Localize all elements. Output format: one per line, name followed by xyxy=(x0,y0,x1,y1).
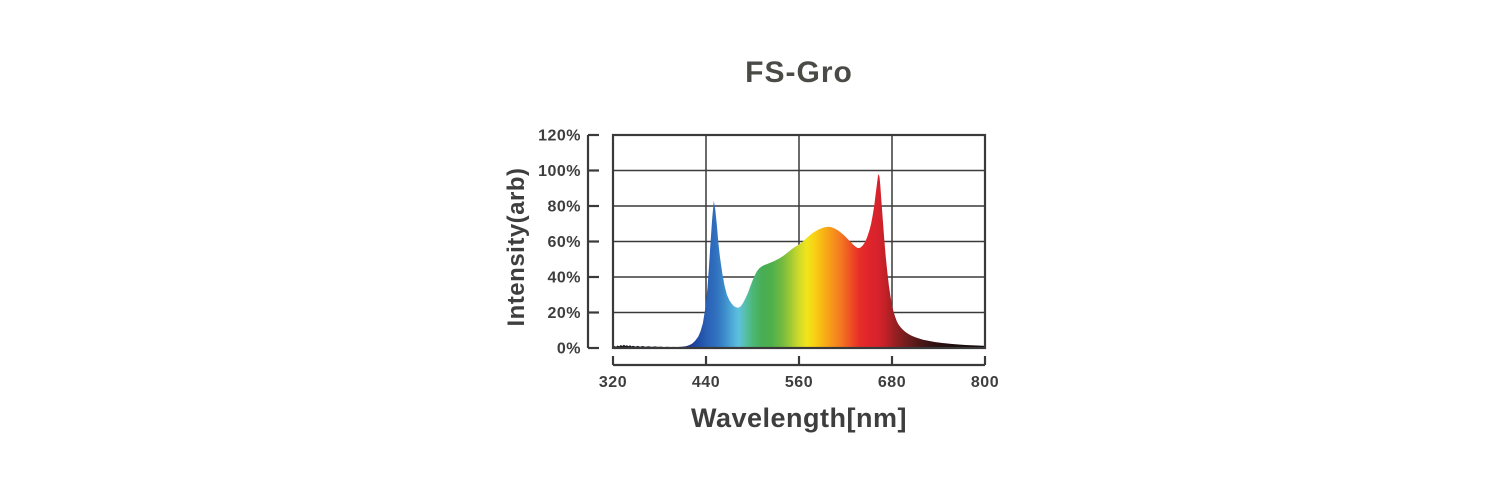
y-tick-label: 40% xyxy=(547,270,581,287)
y-tick-label: 100% xyxy=(538,163,581,180)
x-tick-label: 560 xyxy=(785,374,813,391)
x-tick-label: 320 xyxy=(599,374,627,391)
y-tick-label: 120% xyxy=(538,128,581,145)
plot-border xyxy=(611,133,987,350)
x-tick-label: 680 xyxy=(878,374,906,391)
y-tick-label: 0% xyxy=(557,341,581,358)
chart-title: FS-Gro xyxy=(745,56,853,89)
y-tick-label: 20% xyxy=(547,305,581,322)
x-tick-label: 440 xyxy=(692,374,720,391)
spectrum-area xyxy=(613,174,985,348)
y-tick-label: 60% xyxy=(547,234,581,251)
x-tick-label: 800 xyxy=(971,374,999,391)
x-axis-title: Wavelength[nm] xyxy=(691,403,907,433)
y-tick-label: 80% xyxy=(547,199,581,216)
